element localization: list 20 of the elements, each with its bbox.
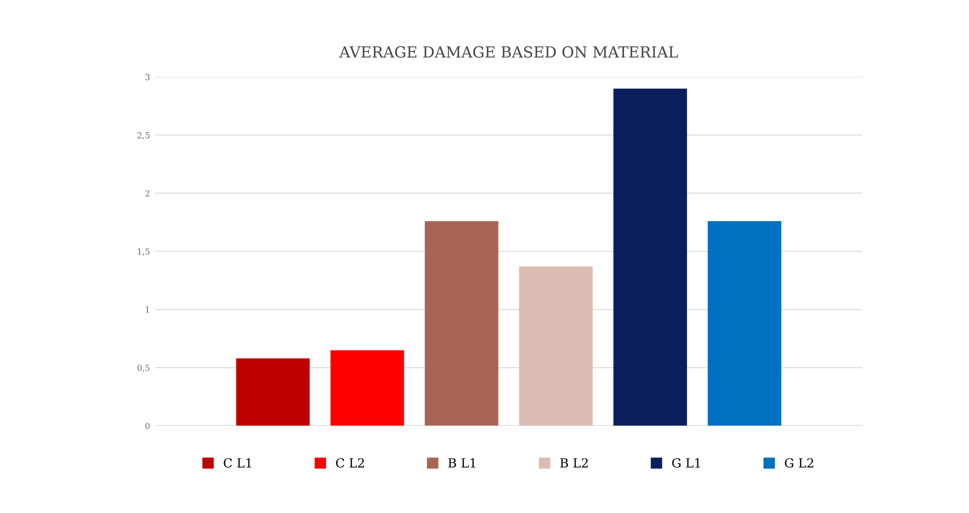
y-tick-label: 1,5 xyxy=(138,248,150,256)
legend-label: B L2 xyxy=(560,458,588,468)
bar xyxy=(519,266,593,426)
y-tick-label: 1 xyxy=(146,306,149,313)
bar xyxy=(424,221,498,426)
chart-title: AVERAGE DAMAGE BASED ON MATERIAL xyxy=(339,46,678,58)
bar xyxy=(236,358,310,426)
y-tick-label: 2,5 xyxy=(137,132,150,140)
y-tick-label: 2 xyxy=(145,190,150,196)
legend-label: C L1 xyxy=(224,458,252,468)
legend-label: B L1 xyxy=(448,458,476,468)
bar xyxy=(613,88,687,426)
bar xyxy=(708,221,782,426)
legend-label: C L2 xyxy=(336,458,364,468)
y-tick-label: 0 xyxy=(145,422,150,430)
y-tick-label: 0,5 xyxy=(137,364,150,372)
bar xyxy=(330,350,404,426)
legend-label: G L2 xyxy=(784,458,814,468)
legend-label: G L1 xyxy=(672,458,700,468)
y-tick-label: 3 xyxy=(146,74,150,80)
